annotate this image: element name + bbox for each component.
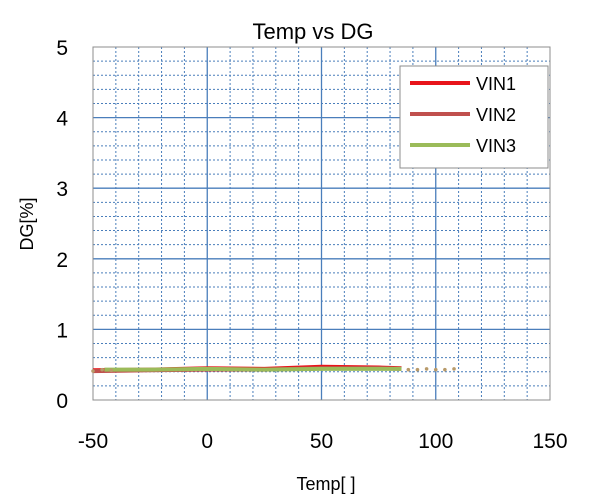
x-tick-label: -50 [78,430,108,453]
x-tick-label: 100 [418,430,453,453]
extrapolated-point [91,369,95,373]
extrapolated-point [406,367,411,372]
plot-frame [92,46,551,401]
extrapolated-point [443,367,447,372]
plot-grid [93,47,550,400]
y-tick-label: 0 [56,390,68,413]
y-tick-label: 5 [56,37,68,60]
extrapolated-point [424,367,429,371]
y-tick-label: 3 [56,178,68,201]
legend: VIN1 VIN2 VIN3 [399,65,549,169]
y-axis-ticks: 0 1 2 3 4 5 [56,37,68,413]
y-tick-label: 1 [56,319,68,342]
extrapolated-points [91,367,456,373]
legend-label-vin1: VIN1 [476,74,516,94]
extrapolated-point [415,367,420,372]
extrapolated-point [100,367,104,372]
x-axis-label: Temp[ ] [296,474,355,494]
series-lines [92,364,402,374]
x-tick-label: 50 [310,430,333,453]
extrapolated-point [433,367,438,372]
series-line-vin3 [104,366,402,372]
y-axis-label: DG[%] [17,197,37,250]
legend-label-vin2: VIN2 [476,105,516,125]
y-tick-label: 2 [56,249,68,272]
extrapolated-point [109,368,114,373]
x-axis-ticks: -50 0 50 100 150 [78,430,568,453]
extrapolated-point [452,367,456,371]
x-tick-label: 0 [201,430,213,453]
y-tick-label: 4 [56,108,68,131]
x-tick-label: 150 [532,430,567,453]
legend-label-vin3: VIN3 [476,136,516,156]
chart-title: Temp vs DG [252,19,373,44]
